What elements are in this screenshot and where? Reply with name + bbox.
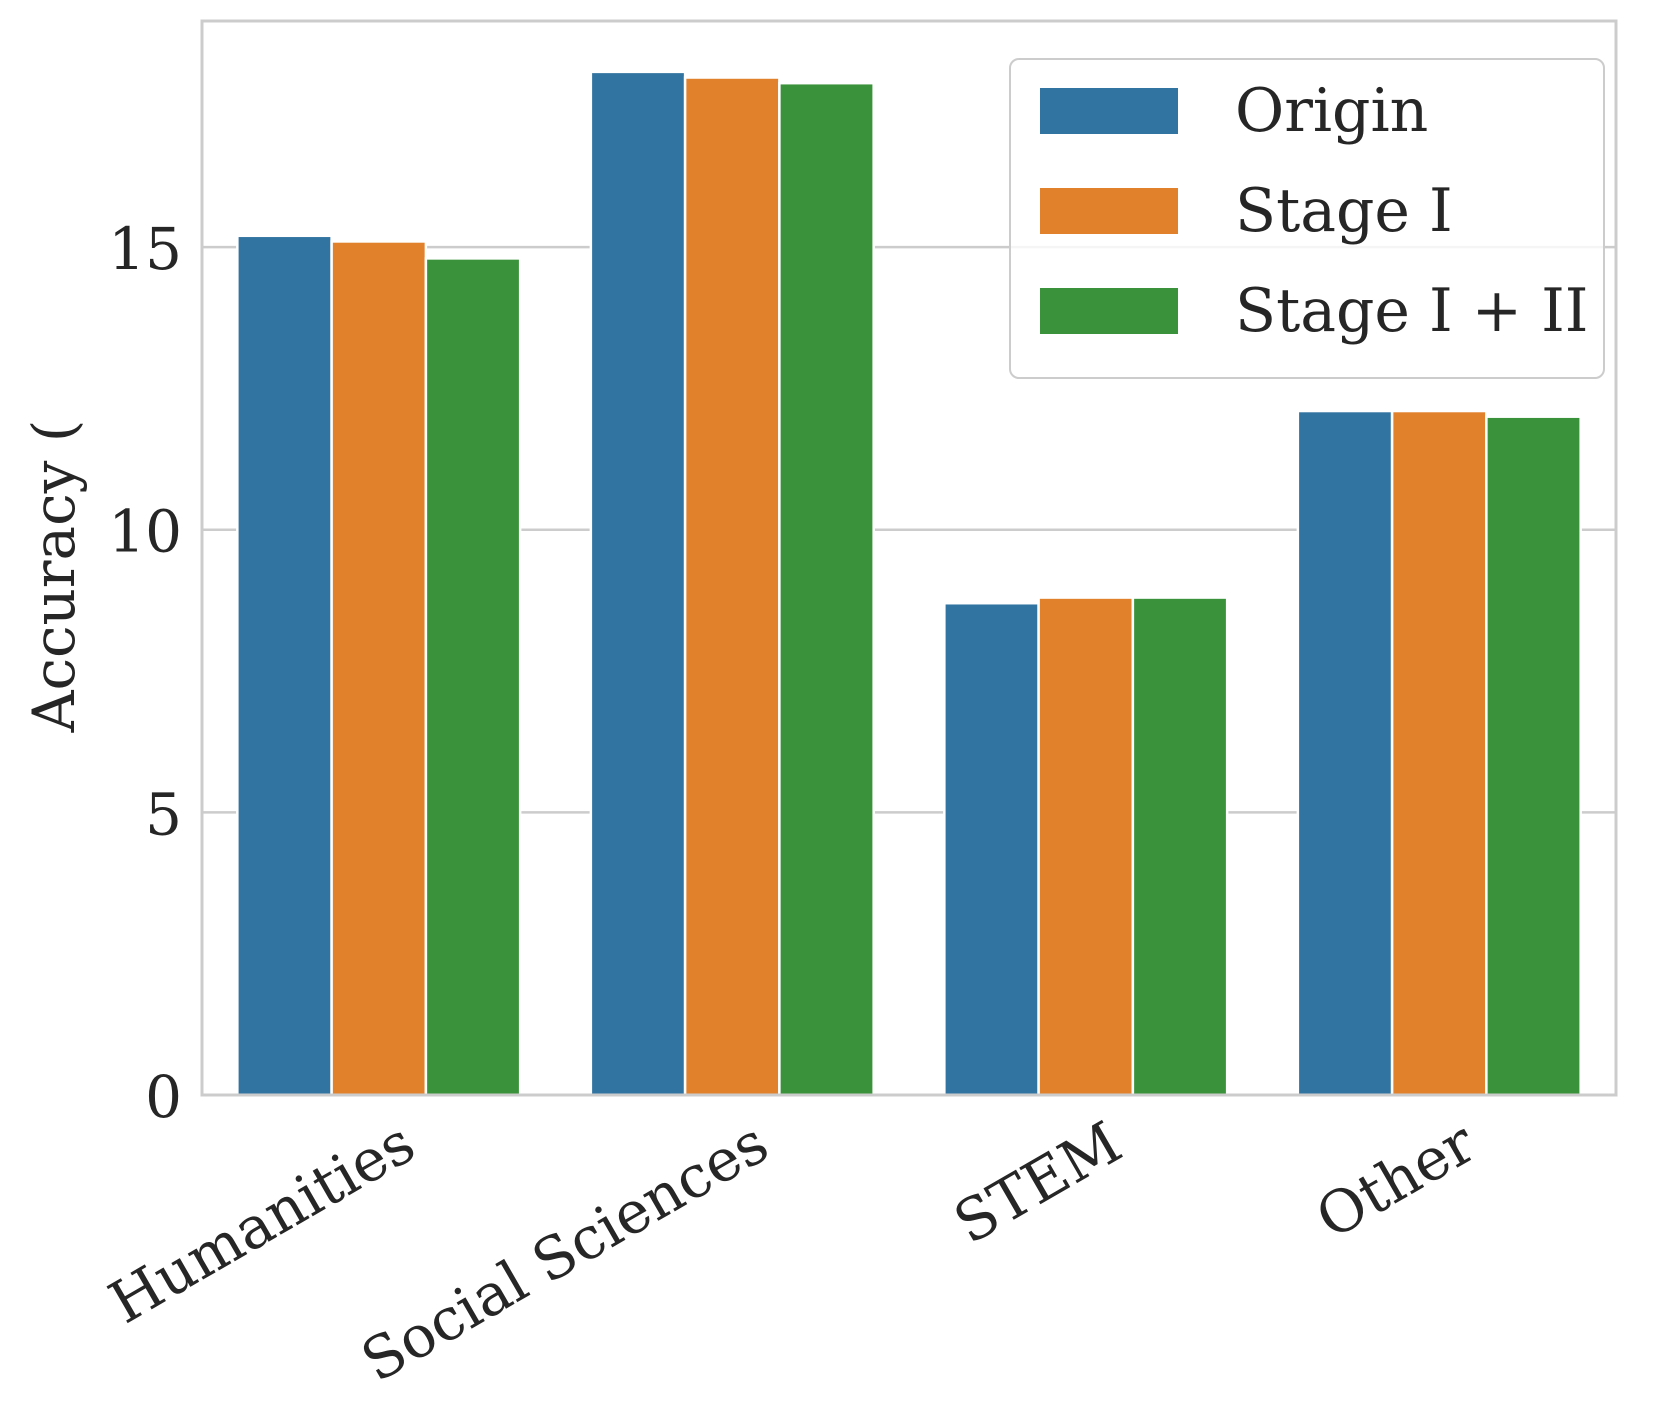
x-tick-label: Other xyxy=(1305,1108,1487,1252)
x-tick-label: STEM xyxy=(943,1108,1133,1257)
y-tick-labels: 0 5 10 15 xyxy=(108,215,182,1131)
legend-swatch xyxy=(1040,88,1178,134)
bar-stage-i-ii-social-sciences xyxy=(778,81,875,1097)
bar-stage-i-stem xyxy=(1037,596,1135,1097)
bar-stage-i-ii-humanities xyxy=(424,257,522,1097)
y-tick-label: 15 xyxy=(108,215,182,283)
y-tick-label: 5 xyxy=(145,780,182,848)
legend-swatch xyxy=(1040,288,1178,334)
bar-origin-humanities xyxy=(236,234,333,1097)
legend-items: Origin Stage I Stage I + II xyxy=(1040,76,1589,346)
bar-origin-stem xyxy=(943,601,1040,1097)
bar-stage-i-social-sciences xyxy=(683,76,781,1097)
bar-origin-other xyxy=(1296,409,1394,1097)
bar-stage-i-ii-other xyxy=(1485,415,1582,1097)
y-axis-label: Accuracy ( xyxy=(20,420,88,734)
y-tick-label: 0 xyxy=(145,1063,182,1131)
legend-swatch xyxy=(1040,188,1178,234)
y-tick-label: 10 xyxy=(108,498,182,566)
bar-stage-i-ii-stem xyxy=(1131,596,1229,1097)
bar-stage-i-humanities xyxy=(330,240,428,1097)
bar-stage-i-other xyxy=(1390,409,1488,1097)
legend-label: Origin xyxy=(1235,76,1428,146)
legend-label: Stage I + II xyxy=(1235,276,1589,346)
legend: Origin Stage I Stage I + II xyxy=(1009,58,1605,379)
bars xyxy=(236,70,1582,1097)
legend-label: Stage I xyxy=(1235,176,1453,246)
bar-origin-social-sciences xyxy=(589,70,687,1097)
x-tick-label: Humanities xyxy=(98,1108,426,1337)
plot-frame xyxy=(200,19,1618,1097)
